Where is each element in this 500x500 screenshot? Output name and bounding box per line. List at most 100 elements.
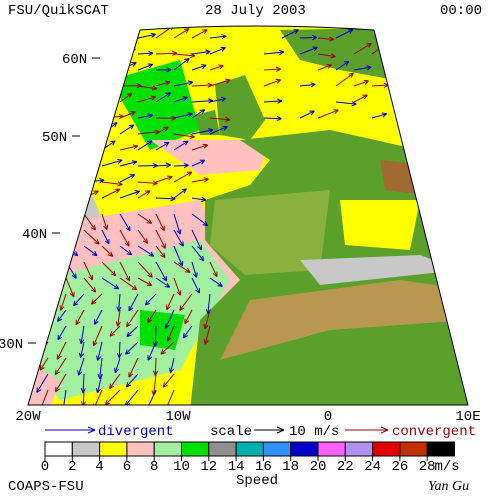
divergent-arrow-head — [87, 426, 96, 434]
wind-arrow — [191, 50, 211, 55]
wind-arrow-head — [36, 387, 42, 393]
wind-arrow-head — [32, 274, 38, 280]
wind-arrow — [209, 35, 227, 39]
wind-arrow-head — [109, 383, 115, 390]
lon-labels: 20W 10W 0 10E — [15, 409, 480, 425]
date: 28 July 2003 — [205, 3, 306, 19]
colorbar-swatch — [399, 441, 428, 457]
wind-arrow — [36, 373, 49, 393]
wind-arrow — [73, 293, 85, 307]
wind-arrow — [119, 261, 131, 282]
convergent-arrow-head — [380, 426, 389, 434]
wind-arrow — [28, 341, 31, 358]
wind-arrow — [101, 79, 120, 87]
wind-arrow-head — [183, 162, 189, 169]
wind-arrow-head — [28, 341, 31, 347]
wind-arrow — [173, 229, 184, 247]
wind-arrow — [105, 389, 121, 405]
wind-arrow-head — [93, 122, 99, 128]
wind-arrow-head — [92, 250, 98, 257]
wind-arrow-head — [145, 190, 151, 196]
wind-arrow — [83, 79, 106, 87]
wind-arrow — [173, 164, 189, 167]
wind-arrow — [173, 133, 195, 138]
wind-arrow — [155, 126, 169, 135]
colorbar-swatch — [372, 441, 401, 457]
wind-arrow — [62, 389, 67, 405]
wind-arrow-head — [176, 229, 182, 235]
wind-arrow — [173, 277, 181, 296]
wind-arrow — [155, 141, 170, 151]
sea-patch — [340, 200, 420, 250]
wind-arrow — [29, 98, 47, 103]
land — [215, 75, 265, 140]
wind-arrow — [83, 109, 102, 119]
wind-arrow-head — [125, 382, 132, 388]
wind-arrow — [125, 373, 139, 388]
wind-arrow-head — [183, 28, 190, 34]
colorbar-label: Speed — [236, 473, 278, 489]
wind-arrow — [335, 60, 350, 71]
land-relief — [220, 280, 468, 360]
wind-arrow-head — [312, 35, 318, 41]
wind-arrow — [353, 94, 368, 103]
wind-arrow — [47, 74, 67, 87]
wind-arrow-head — [201, 64, 207, 70]
wind-arrow-head — [128, 305, 134, 312]
wind-arrow-head — [41, 116, 47, 123]
wind-arrow — [155, 213, 165, 231]
wind-arrow — [47, 277, 55, 292]
wind-arrow-head — [182, 96, 188, 102]
speed-patch — [110, 60, 200, 150]
wind-arrow-head — [112, 122, 118, 128]
wind-arrow — [35, 309, 49, 329]
wind-arrow — [83, 92, 100, 103]
wind-arrow — [39, 389, 49, 405]
wind-arrow-head — [275, 78, 281, 84]
wind-arrow-head — [330, 53, 336, 59]
wind-arrow — [97, 341, 103, 361]
wind-arrow-head — [164, 282, 171, 288]
wind-arrow — [179, 293, 193, 311]
wind-arrow — [204, 325, 211, 345]
wind-arrow-head — [20, 364, 25, 369]
wind-arrow — [191, 64, 207, 71]
wind-arrow-head — [187, 112, 193, 118]
wind-arrow-head — [147, 113, 154, 119]
wind-arrow — [209, 277, 223, 287]
wind-arrow — [47, 245, 63, 257]
wind-arrow — [119, 145, 138, 151]
wind-arrow — [118, 293, 121, 312]
wind-arrow-head — [50, 286, 55, 293]
wind-arrow-head — [170, 196, 176, 202]
wind-arrow — [80, 341, 85, 358]
wind-arrow-head — [79, 338, 85, 344]
wind-arrow — [29, 45, 44, 55]
wind-arrow-head — [178, 241, 184, 247]
wind-arrow — [47, 149, 67, 153]
wind-arrow-head — [44, 66, 50, 72]
wind-arrow-head — [146, 218, 153, 224]
wind-arrow — [128, 357, 139, 378]
wind-arrow — [137, 277, 152, 286]
wind-arrow-head — [328, 36, 335, 42]
wind-arrow — [137, 131, 160, 135]
wind-arrow-head — [39, 220, 45, 227]
wind-arrow-head — [41, 178, 47, 184]
wind-arrow-head — [131, 160, 138, 166]
wind-arrow — [119, 28, 138, 39]
wind-arrow — [137, 85, 157, 90]
wind-arrow — [93, 309, 103, 325]
wind-arrow — [281, 29, 299, 39]
wind-arrow — [47, 29, 64, 39]
wind-arrow-head — [381, 112, 387, 118]
wind-arrow-head — [81, 79, 87, 85]
wind-arrow-head — [90, 299, 97, 305]
wind-arrow — [60, 293, 67, 311]
wind-arrow-head — [152, 180, 158, 186]
scale-arrow-head — [276, 426, 285, 434]
wind-arrow — [119, 174, 135, 183]
wind-arrow-head — [61, 404, 67, 405]
wind-arrow — [137, 229, 148, 244]
